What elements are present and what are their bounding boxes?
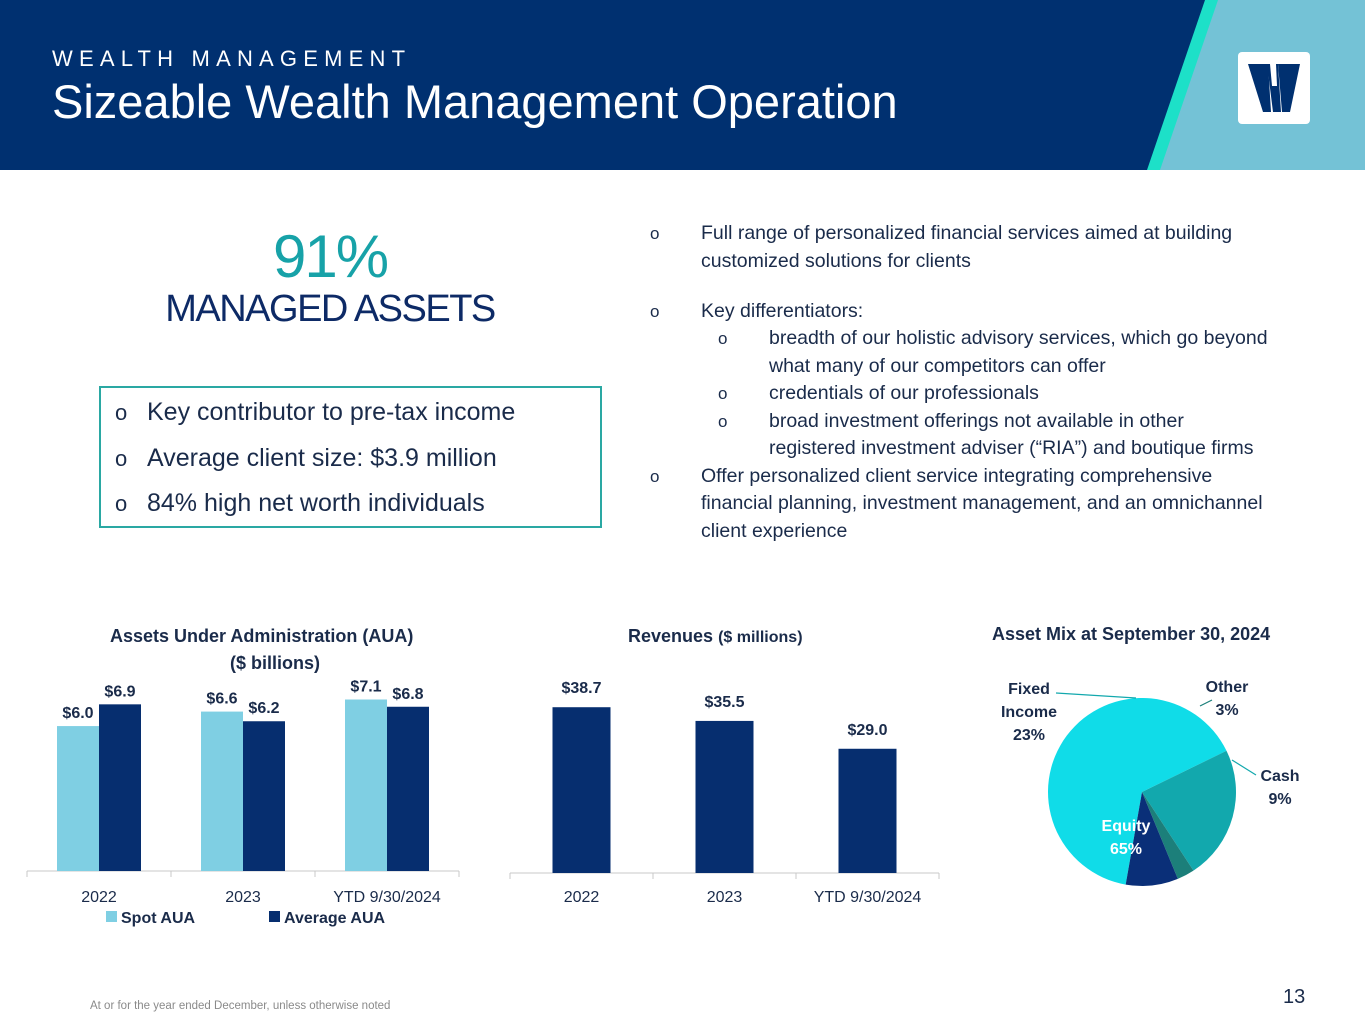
revenue-bar xyxy=(695,720,754,873)
legend-label: Spot AUA xyxy=(121,910,196,927)
revenue-data-label: $35.5 xyxy=(704,694,744,711)
bullet-text-line: customized solutions for clients xyxy=(701,249,971,272)
aua-data-label: $6.0 xyxy=(62,705,93,722)
bullet-marker: o xyxy=(650,466,660,486)
managed-assets-label: MANAGED ASSETS xyxy=(165,288,496,330)
aua-chart: $6.0 $6.9 2022 $6.6 $6.2 2023 $7.1 $6.8 YTD 9/30… xyxy=(26,680,460,927)
bullet-marker: o xyxy=(718,411,728,431)
bullet-marker: o xyxy=(115,400,128,425)
revenue-data-label: $29.0 xyxy=(847,722,887,739)
highlight-text: Key contributor to pre-tax income xyxy=(147,398,516,426)
legend-swatch xyxy=(269,911,280,922)
bullet-text-line: Offer personalized client service integr… xyxy=(701,464,1213,487)
pie-leader-line xyxy=(1231,759,1257,776)
bullet-text-line: Full range of personalized financial ser… xyxy=(701,222,1233,244)
pie-label: 65% xyxy=(1110,841,1142,858)
pie-label: 3% xyxy=(1215,702,1238,719)
bullet-marker: o xyxy=(115,491,128,516)
aua-bar xyxy=(243,721,285,871)
bullet-marker: o xyxy=(650,224,660,243)
bullet-text-line: what many of our competitors can offer xyxy=(769,354,1106,377)
bullet-text-line: breadth of our holistic advisory service… xyxy=(769,327,1268,349)
aua-data-label: $6.6 xyxy=(206,691,237,708)
bullet-text-line: financial planning, investment managemen… xyxy=(701,492,1263,514)
aua-bar xyxy=(387,706,429,871)
revenue-data-label: $38.7 xyxy=(561,680,601,697)
footnote: At or for the year ended December, unles… xyxy=(90,1000,391,1012)
revenue-bar xyxy=(838,748,897,873)
highlight-item: o Average client size: $3.9 million xyxy=(115,444,497,473)
revenue-chart: $38.7 2022 $35.5 2023 $29.0 YTD 9/30/2024 xyxy=(509,680,940,906)
pie-label: Income xyxy=(1001,704,1057,721)
bullet-marker: o xyxy=(650,302,660,321)
revenue-x-tick-label: 2022 xyxy=(564,889,600,906)
header-background xyxy=(0,0,1365,170)
revenue-x-tick-label: 2023 xyxy=(707,889,743,906)
aua-chart-subtitle: ($ billions) xyxy=(230,653,320,673)
bullet-marker: o xyxy=(115,446,128,471)
aua-x-tick-label: 2023 xyxy=(225,889,261,906)
pie-leader-line xyxy=(1055,692,1137,699)
aua-bar xyxy=(57,726,99,871)
page-number: 13 xyxy=(1283,986,1306,1008)
legend-label: Average AUA xyxy=(284,910,386,927)
bullet-marker: o xyxy=(718,384,728,403)
header-navy-panel xyxy=(0,0,1205,170)
pie-label: Other xyxy=(1206,679,1249,696)
asset-mix-chart-title: Asset Mix at September 30, 2024 xyxy=(992,624,1271,644)
header-banner: WEALTH MANAGEMENT Sizeable Wealth Manage… xyxy=(0,0,1365,170)
aua-chart-title: Assets Under Administration (AUA) xyxy=(110,626,414,646)
aua-x-tick-label: 2022 xyxy=(81,889,117,906)
page-title: Sizeable Wealth Management Operation xyxy=(52,75,898,128)
bullet-text-line: broad investment offerings not available… xyxy=(769,409,1184,432)
revenue-chart-subtitle: ($ millions) xyxy=(718,629,803,646)
pie-label: 23% xyxy=(1013,727,1045,744)
pie-label: Cash xyxy=(1260,768,1299,785)
bullet-text-line: registered investment adviser (“RIA”) an… xyxy=(769,437,1254,459)
highlight-text: 84% high net worth individuals xyxy=(147,489,485,517)
bullet-text-line: client experience xyxy=(701,519,848,542)
aua-bar xyxy=(201,711,243,871)
pie-leader-line xyxy=(1199,699,1213,707)
highlights-box: o Key contributor to pre-tax income o Aver… xyxy=(99,386,602,528)
aua-data-label: $7.1 xyxy=(350,680,381,696)
aua-bar xyxy=(345,699,387,871)
legend-swatch xyxy=(106,911,117,922)
highlight-text: Average client size: $3.9 million xyxy=(147,444,497,472)
pie-label: 9% xyxy=(1268,791,1291,808)
revenue-chart-title-text: Revenues xyxy=(628,626,714,646)
aua-data-label: $6.2 xyxy=(248,700,279,717)
bullet-text-line: Key differentiators: xyxy=(701,300,864,322)
aua-data-label: $6.9 xyxy=(104,683,135,700)
revenue-x-tick-label: YTD 9/30/2024 xyxy=(814,889,922,906)
revenue-chart-title: Revenues ($ millions) xyxy=(628,626,803,647)
bullet-marker: o xyxy=(718,329,728,348)
bullet-text-line: credentials of our professionals xyxy=(769,382,1039,404)
revenue-bar xyxy=(552,707,611,873)
w-logo-icon xyxy=(1238,52,1310,124)
pie-slice xyxy=(1048,698,1227,885)
asset-mix-pie-chart: Equity 65% Fixed Income 23% Other 3% Cash 9% xyxy=(1001,679,1300,886)
pie-label: Fixed xyxy=(1008,681,1050,698)
aua-x-tick-label: YTD 9/30/2024 xyxy=(333,889,441,906)
pie-slice xyxy=(1142,750,1236,871)
pie-label: Equity xyxy=(1102,818,1151,835)
highlight-item: o 84% high net worth individuals xyxy=(115,489,485,518)
aua-bar xyxy=(99,704,141,871)
managed-assets-percent: 91% xyxy=(272,223,389,290)
pie-slice xyxy=(1142,792,1194,879)
section-eyebrow: WEALTH MANAGEMENT xyxy=(52,46,412,71)
highlight-item: o Key contributor to pre-tax income xyxy=(115,398,515,427)
pie-slice xyxy=(1125,792,1178,886)
aua-data-label: $6.8 xyxy=(392,686,423,703)
